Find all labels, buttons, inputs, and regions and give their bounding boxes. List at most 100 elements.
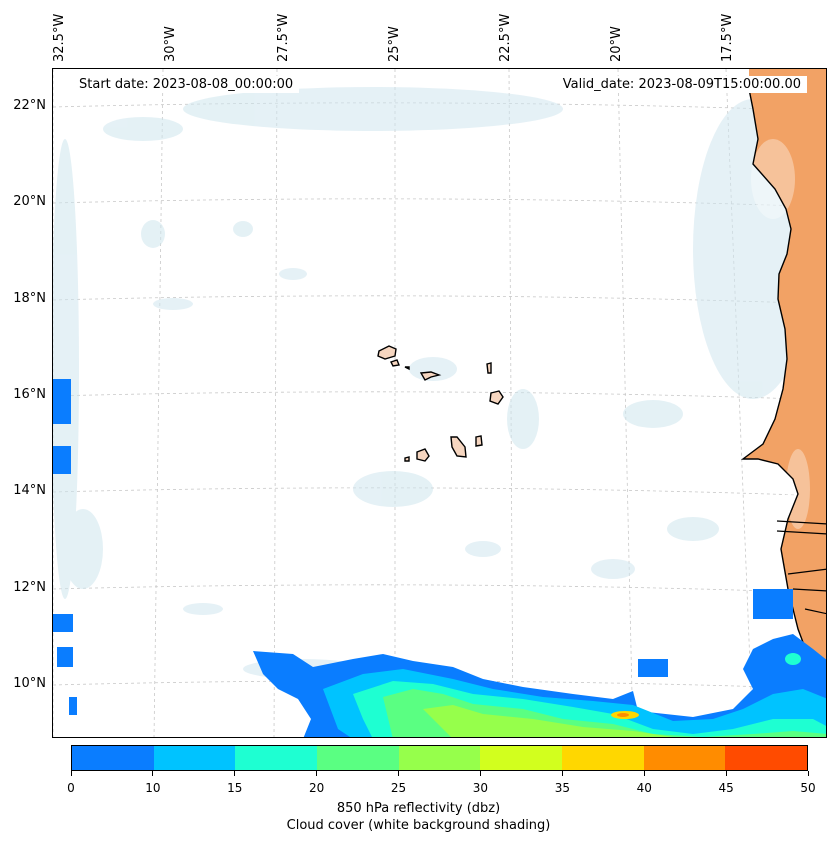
colorbar-segment [235,746,318,770]
colorbar-tick [398,771,400,776]
colorbar-tick [234,771,236,776]
refl-core-orange [617,713,629,717]
colorbar-sublabel: Cloud cover (white background shading) [286,818,551,833]
land-shade [751,139,795,219]
cloud-patch [233,221,253,237]
lon-label-32.5w: 32.5°W [52,13,67,62]
refl-patch-left [53,614,73,632]
gridline-lon-27.5 [273,69,278,737]
lon-label-27.5w: 27.5°W [276,13,291,62]
colorbar-segment [643,746,726,770]
reflectivity-field [53,379,826,737]
refl-patch-east [638,659,668,677]
colorbar-tick-label: 45 [718,781,734,795]
gridline-lon-17.5 [725,69,754,737]
gridline-lon-20 [617,69,634,737]
colorbar-segment [317,746,399,770]
colorbar-label: 850 hPa reflectivity (dbz) [336,801,501,816]
map-area[interactable] [52,68,827,738]
island-sal [486,362,492,374]
colorbar [71,745,808,771]
island-sao-nicolau [419,371,442,381]
cloud-patch [141,220,165,248]
lon-label-22.5w: 22.5°W [498,13,513,62]
colorbar-tick-label: 0 [67,781,75,795]
valid-date-label: Valid_date: 2023-08-09T15:00:00.00 [556,76,807,93]
colorbar-segment [480,746,563,770]
lat-label-12n: 12°N [13,580,46,595]
lat-label-18n: 18°N [13,291,46,306]
gridline-lat-12 [53,584,826,594]
refl-patch-left [57,647,73,667]
refl-patch-east [785,653,801,665]
colorbar-tick-label: 30 [472,781,489,795]
lat-label-16n: 16°N [13,387,46,402]
land-africa [743,69,826,730]
guinea-bissau-border [787,568,826,615]
lat-label-20n: 20°N [13,194,46,209]
colorbar-segment [72,746,154,770]
gridline-lat-18 [53,295,826,305]
colorbar-tick [725,771,727,776]
land-shade [786,449,810,529]
cloud-patch [53,139,79,599]
colorbar-tick [316,771,318,776]
refl-patch-left [53,446,71,474]
island-santa-luzia [404,366,410,371]
colorbar-tick-label: 35 [554,781,570,795]
lat-label-22n: 22°N [13,98,46,113]
refl-patch-left [53,379,71,424]
cloud-patch [667,517,719,541]
colorbar-segment [562,746,644,770]
colorbar-tick [643,771,645,776]
gridline-lat-16 [53,391,826,401]
lon-label-20w: 20°W [609,26,624,62]
lon-label-30w: 30°W [163,26,178,62]
colorbar-segment [153,746,236,770]
gridline-lon-22.5 [508,69,514,737]
cloud-patch [409,357,457,381]
graticule [53,69,826,737]
lat-label-14n: 14°N [13,483,46,498]
cloud-patch [183,603,223,615]
island-fogo [416,448,430,462]
cloud-patch [465,541,501,557]
colorbar-tick-label: 10 [145,781,161,795]
cloud-patch [153,298,193,310]
cloud-patch [591,559,635,579]
map-canvas [53,69,826,737]
refl-band-lime [423,705,673,737]
lon-label-17.5w: 17.5°W [720,13,735,62]
cape-verde-islands [377,345,504,462]
island-maio [475,435,483,447]
cloud-patch [353,471,433,507]
colorbar-tick [807,771,809,776]
refl-patch-left [69,697,77,715]
start-date-label: Start date: 2023-08-08_00:00:00 [73,76,300,93]
island-brava [404,456,410,462]
refl-patch-east [753,589,793,619]
cloud-patch [623,400,683,428]
gridline-lat-14 [53,487,826,497]
island-boa-vista [489,390,504,405]
colorbar-tick [479,771,481,776]
cloud-patch [63,509,103,589]
cloud-patch [507,389,539,449]
gridline-lat-10 [53,680,826,690]
colorbar-tick-label: 25 [390,781,407,795]
colorbar-segment [725,746,808,770]
cloud-cover [53,87,813,679]
colorbar-tick-label: 40 [636,781,652,795]
gridline-lat-22 [53,102,826,112]
coastline [740,88,826,734]
island-santiago [450,436,467,458]
colorbar-tick-label: 15 [227,781,243,795]
island-sao-vicente [390,359,400,367]
colorbar-tick [152,771,154,776]
cloud-patch [279,268,307,280]
colorbar-segment [398,746,481,770]
colorbar-tick [561,771,563,776]
gridline-lat-20 [53,198,826,208]
gambia-border [776,520,826,535]
cloud-patch [183,87,563,131]
